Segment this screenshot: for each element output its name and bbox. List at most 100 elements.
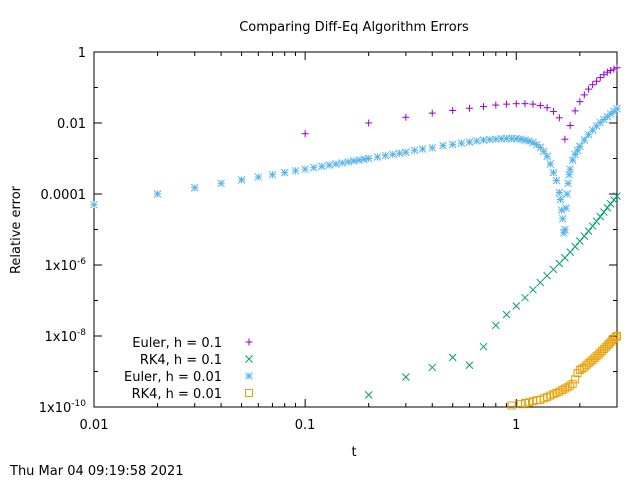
data-point bbox=[560, 384, 569, 393]
data-point bbox=[310, 163, 318, 172]
y-tick-label: 1x10-8 bbox=[45, 328, 87, 345]
data-point bbox=[558, 386, 567, 395]
x-axis-label: t bbox=[351, 445, 356, 460]
data-point bbox=[561, 135, 569, 143]
x-tick-label: 0.1 bbox=[295, 418, 316, 433]
data-series bbox=[90, 64, 621, 410]
data-point bbox=[563, 190, 571, 198]
data-point bbox=[448, 353, 457, 362]
data-point bbox=[439, 141, 447, 150]
data-point bbox=[588, 222, 597, 230]
data-point bbox=[580, 232, 589, 240]
data-point bbox=[552, 176, 561, 185]
series-3 bbox=[90, 105, 621, 237]
data-point bbox=[539, 147, 548, 156]
y-tick-label: 0.0001 bbox=[41, 188, 87, 203]
legend: Euler, h = 0.1 RK4, h = 0.1 Euler, h = 0.0… bbox=[124, 336, 253, 402]
data-point bbox=[549, 265, 558, 274]
data-point bbox=[525, 137, 533, 145]
data-point bbox=[610, 65, 618, 73]
data-point bbox=[571, 375, 580, 384]
data-point bbox=[472, 137, 481, 145]
data-point bbox=[580, 136, 589, 144]
y-tick-label: 1x10-6 bbox=[45, 257, 87, 274]
data-point bbox=[593, 77, 601, 85]
data-point bbox=[479, 136, 488, 144]
x-tick-label: 1 bbox=[512, 418, 520, 433]
legend-marker bbox=[245, 372, 253, 380]
y-tick-exponent: -6 bbox=[77, 257, 86, 267]
legend-label: Euler, h = 0.1 bbox=[132, 336, 222, 351]
y-tick-label: 1 bbox=[78, 46, 86, 61]
data-point bbox=[564, 179, 572, 188]
series-1 bbox=[301, 64, 621, 143]
data-point bbox=[562, 204, 570, 212]
data-point bbox=[502, 310, 511, 319]
data-point bbox=[217, 179, 225, 188]
chart-title: Comparing Diff-Eq Algorithm Errors bbox=[239, 20, 469, 35]
data-point bbox=[465, 104, 473, 112]
data-point bbox=[291, 166, 300, 175]
data-point bbox=[575, 366, 584, 375]
data-point bbox=[543, 271, 551, 280]
data-point bbox=[465, 138, 474, 146]
data-point bbox=[448, 140, 457, 149]
y-tick-exponent: -8 bbox=[77, 328, 86, 338]
data-point bbox=[153, 190, 162, 198]
legend-label: RK4, h = 0.01 bbox=[132, 387, 222, 402]
data-point bbox=[402, 113, 410, 121]
series-2 bbox=[364, 192, 621, 399]
data-point bbox=[543, 152, 551, 161]
data-point bbox=[592, 217, 601, 226]
x-tick-label: 0.01 bbox=[80, 418, 109, 433]
data-point bbox=[613, 332, 621, 340]
legend-marker bbox=[245, 338, 253, 346]
data-point bbox=[402, 373, 410, 381]
data-point bbox=[402, 148, 410, 157]
y-axis-label: Relative error bbox=[9, 185, 24, 274]
legend-label: Euler, h = 0.01 bbox=[124, 370, 222, 385]
data-point bbox=[613, 64, 621, 72]
data-point bbox=[516, 400, 525, 409]
data-point bbox=[555, 114, 563, 122]
y-tick-label: 1x10-10 bbox=[39, 399, 86, 416]
data-point bbox=[536, 278, 545, 287]
data-point bbox=[600, 208, 608, 216]
data-point bbox=[301, 165, 309, 174]
legend-label: RK4, h = 0.1 bbox=[140, 353, 222, 368]
data-point bbox=[596, 74, 604, 82]
data-point bbox=[480, 103, 488, 111]
data-point bbox=[457, 139, 466, 148]
data-point bbox=[381, 151, 390, 160]
data-point bbox=[613, 105, 621, 113]
data-point bbox=[592, 122, 601, 130]
data-point bbox=[566, 122, 574, 130]
series-4 bbox=[507, 332, 621, 410]
data-point bbox=[585, 85, 593, 93]
data-point bbox=[543, 104, 551, 112]
data-point bbox=[571, 107, 579, 115]
data-point bbox=[395, 149, 404, 158]
data-point bbox=[301, 130, 309, 138]
data-point bbox=[555, 188, 564, 197]
data-point bbox=[479, 342, 488, 351]
y-tick-exponent: -10 bbox=[71, 399, 86, 409]
data-point bbox=[576, 98, 584, 106]
data-point bbox=[552, 388, 561, 397]
data-point bbox=[325, 161, 334, 169]
data-point bbox=[365, 119, 373, 127]
data-point bbox=[254, 173, 263, 181]
data-point bbox=[364, 390, 373, 399]
data-point bbox=[580, 363, 589, 372]
data-point bbox=[364, 154, 373, 163]
data-point bbox=[332, 160, 340, 168]
data-point bbox=[90, 200, 98, 209]
data-point bbox=[512, 100, 520, 108]
data-point bbox=[268, 170, 277, 179]
data-point bbox=[521, 398, 530, 407]
data-point bbox=[355, 156, 363, 164]
data-point bbox=[428, 363, 437, 372]
data-point bbox=[428, 109, 436, 117]
data-point bbox=[613, 192, 621, 201]
